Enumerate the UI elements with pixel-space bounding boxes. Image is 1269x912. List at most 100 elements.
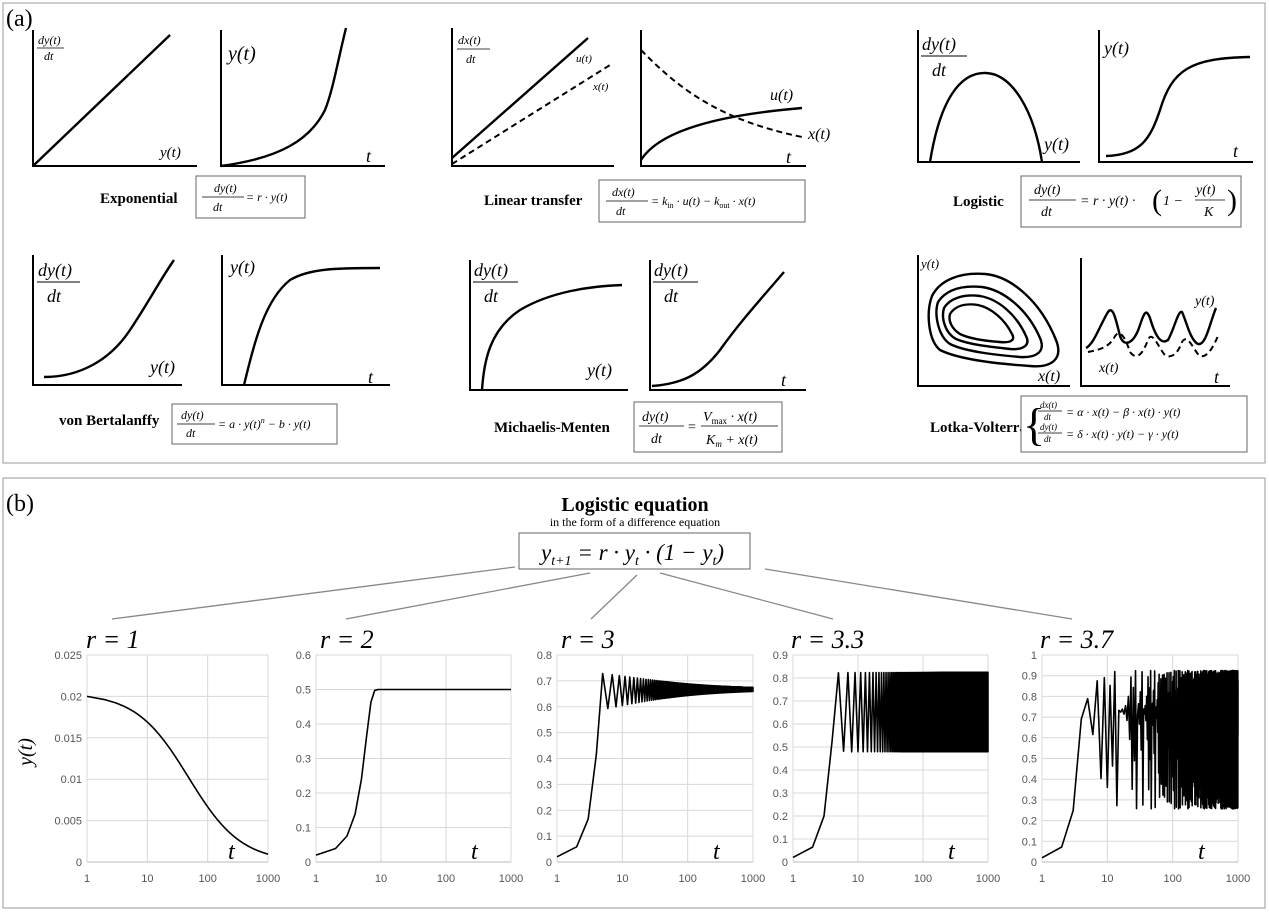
y-tick-label: 0.5 [537, 728, 552, 740]
logistic-y-xlabel: t [1233, 141, 1239, 161]
exponential-dy-label-den: dt [44, 49, 54, 63]
y-tick-label: 0 [305, 857, 311, 869]
y-tick-label: 0.1 [296, 823, 311, 835]
chart-title: r = 3.3 [791, 625, 864, 654]
logistic-dy-curve [930, 73, 1042, 162]
model-logistic: dy(t) dt y(t) y(t) t Logistic dy(t) dt =… [918, 30, 1253, 227]
y-tick-label: 0.01 [61, 774, 82, 786]
von-bertalanffy-dy-label-num: dy(t) [38, 260, 72, 281]
y-tick-label: 0 [782, 857, 788, 869]
eq2-num: dy(t) [1040, 422, 1057, 432]
logistic-y-plot: y(t) t [1099, 30, 1253, 162]
lotka-volterra-y-series [1086, 308, 1216, 348]
exponential-dy-curve [33, 35, 170, 166]
y-tick-label: 0.9 [1022, 671, 1037, 683]
eq-one-minus: 1 − [1163, 194, 1183, 209]
eq-rhs: = r · y(t) [246, 190, 287, 204]
x-tick-label: 1 [554, 873, 560, 885]
chart-title: r = 3.7 [1040, 625, 1114, 654]
eq-rhs-num: Vmax · x(t) [703, 410, 757, 426]
y-tick-label: 0.6 [296, 650, 311, 662]
von-bertalanffy-name: von Bertalanffy [59, 413, 160, 429]
chart-xlabel: t [228, 839, 236, 865]
x-tick-label: 1 [84, 873, 90, 885]
y-tick-label: 0.005 [54, 816, 82, 828]
michaelis-menten-dy-label-den: dt [484, 286, 499, 306]
linear-transfer-y-xlabel: t [786, 147, 792, 167]
linear-transfer-y-u-label: u(t) [770, 87, 793, 104]
linear-transfer-equation: dx(t) dt = kin · u(t) − kout · x(t) [599, 180, 805, 222]
von-bertalanffy-y-plot: y(t) t [222, 255, 390, 387]
panel-b-ylabel: y(t) [15, 738, 37, 768]
figure-canvas: (a) dy(t) dt y(t) y(t) t Exponential dy(… [0, 0, 1269, 912]
eq-den: dt [1041, 205, 1053, 220]
michaelis-menten-y-label-den: dt [664, 286, 679, 306]
chart-r-3-3: 0.9 0.8 0.7 0.6 0.5 0.4 0.3 0.2 0.1 01 10 100 1000 r … [773, 625, 1001, 885]
linear-transfer-dy-label-den: dt [466, 52, 476, 66]
panel-a: (a) dy(t) dt y(t) y(t) t Exponential dy(… [3, 3, 1265, 463]
chart-r-3: 0.80.70.60.50.40.30.20.101 10 100 1000r = 3… [537, 625, 766, 885]
y-tick-label: 0.02 [61, 691, 82, 703]
x-tick-label: 10 [1101, 873, 1113, 885]
y-tick-label: 1 [1031, 650, 1037, 662]
x-tick-label: 1000 [741, 873, 765, 885]
model-exponential: dy(t) dt y(t) y(t) t Exponential dy(t) d… [33, 28, 385, 218]
lotka-volterra-equation: { dx(t) dt = α · x(t) − β · x(t) · y(t) … [1021, 396, 1247, 452]
y-tick-label: 0.8 [537, 650, 552, 662]
y-tick-label: 0.1 [1022, 836, 1037, 848]
lotka-volterra-time-plot: y(t) x(t) t [1081, 258, 1230, 387]
series-line [87, 696, 268, 854]
lotka-volterra-orbit-4 [949, 304, 1013, 342]
x-tick-label: 1 [313, 873, 319, 885]
exponential-name: Exponential [100, 191, 178, 207]
y-tick-label: 0.5 [773, 742, 788, 754]
chart-r-3-7: 10.90.80.70.60.50.40.30.20.101 10 100 1000r… [1022, 625, 1251, 885]
exponential-equation: dy(t) dt = r · y(t) [196, 176, 305, 218]
logistic-difference-equation: yt+1 = r · yt · (1 − yt) [519, 533, 750, 569]
exponential-y-plot: y(t) t [221, 28, 385, 166]
y-tick-label: 0.4 [296, 719, 311, 731]
michaelis-menten-equation: dy(t) dt = Vmax · x(t) Km + x(t) [634, 402, 782, 452]
x-tick-label: 100 [437, 873, 455, 885]
series-line [1042, 671, 1238, 858]
chart-xlabel: t [471, 839, 479, 865]
x-tick-label: 1000 [1226, 873, 1250, 885]
x-tick-label: 1 [1039, 873, 1045, 885]
exponential-dy-label-num: dy(t) [38, 33, 61, 47]
linear-transfer-dy-x [452, 65, 610, 164]
connector-r3-7 [765, 569, 1072, 619]
logistic-equation: dy(t) dt = r · y(t) · ( 1 − y(t) K ) [1021, 176, 1241, 227]
von-bertalanffy-y-label: y(t) [228, 257, 255, 278]
y-tick-label: 0.7 [537, 676, 552, 688]
eq1-rhs: = α · x(t) − β · x(t) · y(t) [1066, 405, 1180, 419]
logistic-dy-xlabel: y(t) [1042, 134, 1069, 155]
eq-inner-num: y(t) [1194, 183, 1216, 198]
eq-den: dt [213, 200, 223, 214]
logistic-name: Logistic [953, 194, 1004, 210]
exponential-y-xlabel: t [366, 146, 372, 166]
series-line [557, 673, 753, 856]
series-line [316, 690, 511, 856]
linear-transfer-y-plot: u(t) x(t) t [641, 30, 830, 167]
eq-num: dy(t) [642, 410, 669, 425]
eq-den: dt [186, 426, 196, 440]
lotka-volterra-x-series-label: x(t) [1098, 361, 1119, 376]
logistic-dy-label-num: dy(t) [922, 34, 956, 55]
lotka-volterra-phase-ylabel: y(t) [919, 256, 939, 271]
exponential-dy-xlabel: y(t) [158, 145, 181, 161]
eq-inner-den: K [1203, 205, 1214, 220]
michaelis-menten-dy-plot: dy(t) dt y(t) [470, 260, 628, 390]
panel-a-label: (a) [6, 6, 33, 32]
eq1-num: dx(t) [1040, 400, 1057, 410]
michaelis-menten-y-label: dy(t) [654, 260, 688, 281]
y-tick-label: 0.6 [537, 702, 552, 714]
eq-rhs: = a · y(t)n − b · y(t) [218, 416, 311, 431]
connector-r2 [346, 573, 590, 619]
y-tick-label: 0.025 [54, 650, 82, 662]
linear-transfer-y-u [641, 108, 802, 160]
logistic-dy-plot: dy(t) dt y(t) [918, 30, 1080, 162]
linear-transfer-dy-label-num: dx(t) [458, 33, 481, 47]
linear-transfer-dy-u-label: u(t) [576, 53, 592, 65]
y-tick-label: 0.1 [773, 834, 788, 846]
